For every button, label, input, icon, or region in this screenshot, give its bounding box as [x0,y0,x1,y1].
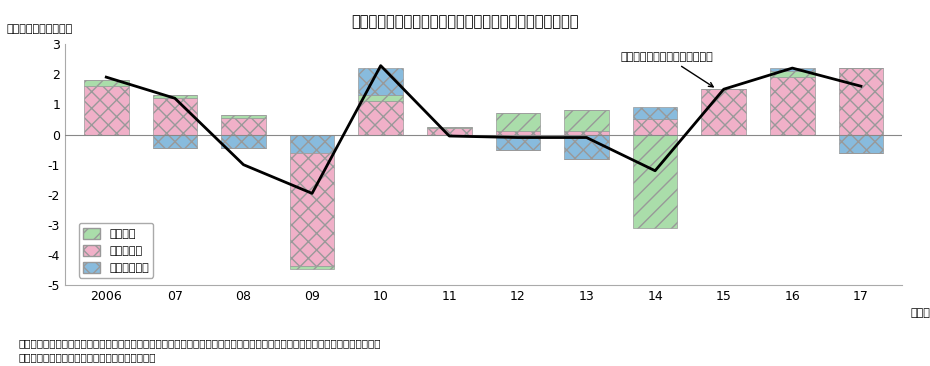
Bar [84,86,128,134]
Text: 付１－（３）－２図　総雇用者所得（実質）の寄与度分解: 付１－（３）－２図 総雇用者所得（実質）の寄与度分解 [352,15,578,30]
Text: 総雇用者所得（実質）の前年比: 総雇用者所得（実質）の前年比 [621,52,713,87]
Bar [290,134,335,153]
Bar [221,118,266,134]
Bar [221,134,266,148]
Bar [427,128,472,134]
Bar [358,95,403,101]
Legend: 物価要因, 雇用者要因, 名目賃金要因: 物価要因, 雇用者要因, 名目賃金要因 [79,223,153,277]
Bar [632,107,677,119]
Bar [839,68,884,134]
Bar [496,134,540,150]
Bar [221,115,266,118]
Bar [565,111,609,131]
Bar [770,68,815,71]
Bar [496,131,540,134]
Bar [632,119,677,134]
Bar [153,98,197,134]
Bar [770,77,815,134]
Bar [565,131,609,134]
Bar [496,113,540,131]
Text: 資料出所　厚生労働省「毎月勤労統計調査」、内閣府「国民経済計算」、総務省統計局「労働力調査（基本集計）」をもとに厚生
　　　　　労働省労働政策担当参事官室にて作: 資料出所 厚生労働省「毎月勤労統計調査」、内閣府「国民経済計算」、総務省統計局「… [19,338,381,362]
Text: （年度）: （年度） [910,308,930,318]
Bar [839,134,884,153]
Bar [358,68,403,95]
Bar [84,80,128,86]
Bar [153,95,197,98]
Bar [427,127,472,128]
Text: （前年比寄与度・％）: （前年比寄与度・％） [7,24,73,34]
Bar [290,153,335,266]
Bar [290,266,335,269]
Bar [153,134,197,148]
Bar [632,134,677,228]
Bar [770,71,815,77]
Bar [565,134,609,159]
Bar [701,89,746,134]
Bar [358,101,403,134]
